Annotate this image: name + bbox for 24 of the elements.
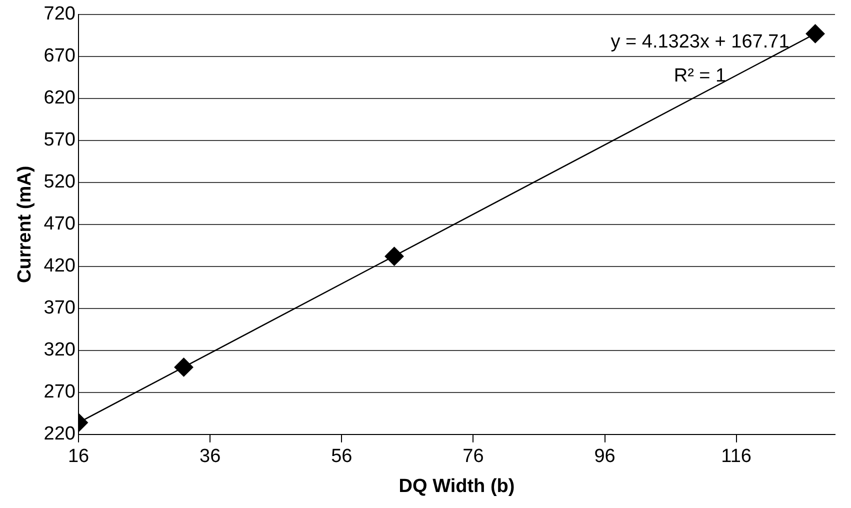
- y-tick-label: 270: [44, 382, 76, 403]
- x-tick-label: 116: [721, 446, 752, 468]
- y-tick-label: 520: [44, 172, 76, 193]
- x-tick-label: 16: [68, 446, 90, 468]
- y-tick-label: 620: [44, 88, 76, 109]
- y-tick-label: 320: [44, 340, 76, 361]
- y-tick-label: 220: [44, 424, 76, 445]
- x-tick-label: 56: [331, 446, 352, 468]
- y-axis-title: Current (mA): [14, 166, 36, 283]
- y-tick-label: 570: [44, 130, 76, 151]
- annotation: R² = 1: [674, 66, 726, 87]
- y-tick-label: 470: [44, 214, 76, 235]
- x-tick-label: 96: [594, 446, 616, 468]
- point: [174, 358, 194, 377]
- point: [384, 246, 404, 266]
- x-tick-label: 36: [199, 446, 221, 468]
- y-tick-label: 720: [44, 4, 76, 25]
- x-tick-label: 76: [462, 446, 484, 468]
- y-tick-label: 670: [44, 46, 76, 67]
- y-tick-label: 370: [44, 298, 76, 319]
- annotation: y = 4.1323x + 167.71: [610, 32, 790, 53]
- y-tick-label: 420: [44, 256, 76, 277]
- point: [806, 24, 825, 44]
- x-axis-title: DQ Width (b): [398, 476, 515, 497]
